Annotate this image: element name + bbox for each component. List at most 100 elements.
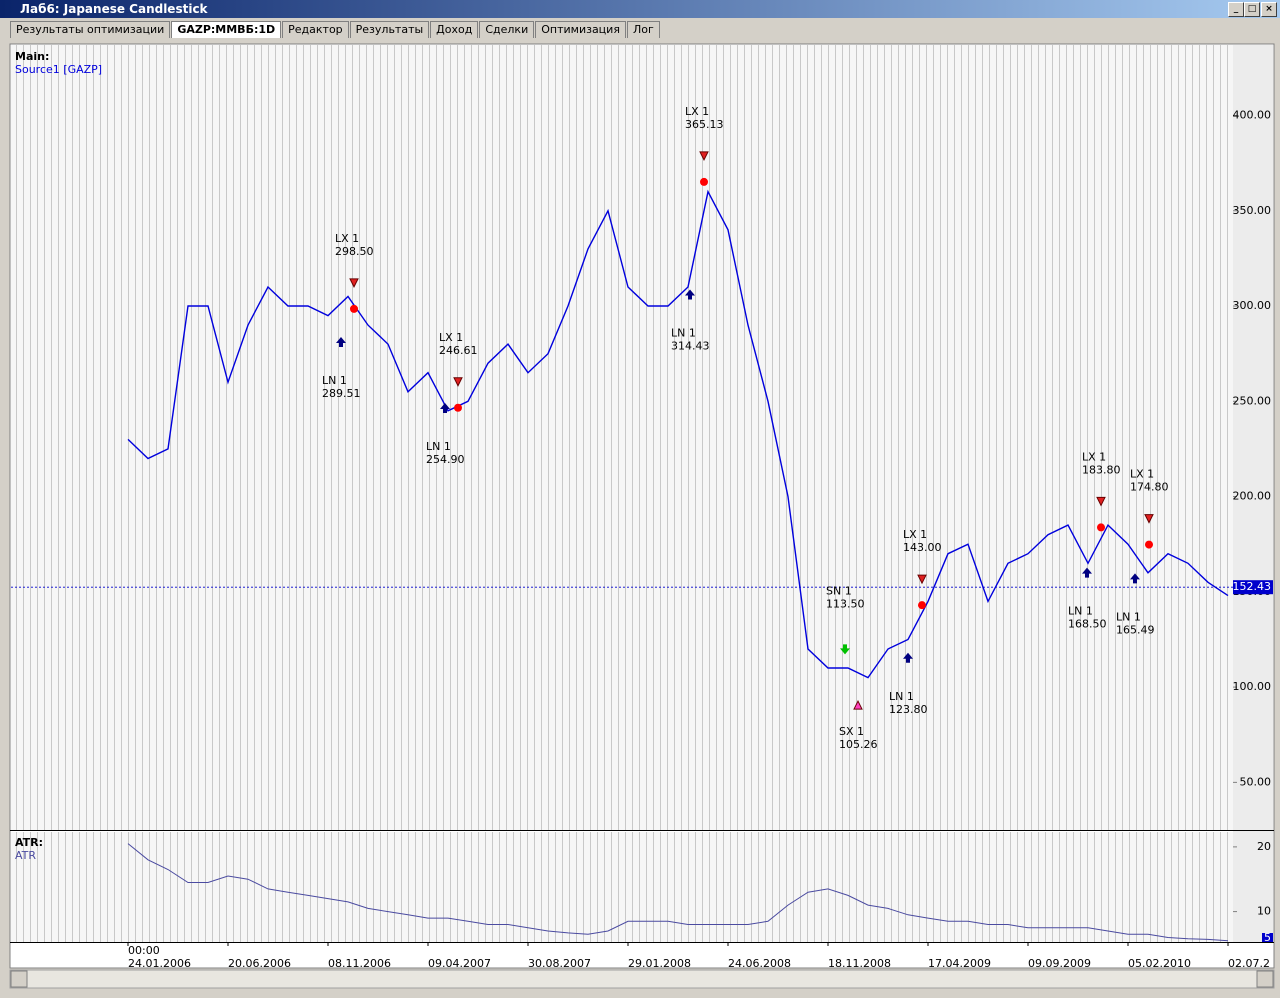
- x-tick-label: 17.04.2009: [928, 957, 991, 970]
- x-time-label: 00:00: [128, 944, 160, 957]
- atr-pane: [11, 832, 1233, 942]
- tab[interactable]: Результаты оптимизации: [10, 21, 171, 38]
- trade-price-label: 183.80: [1082, 463, 1121, 476]
- restore-button[interactable]: □: [1244, 2, 1260, 17]
- x-tick-label: 24.06.2008: [728, 957, 791, 970]
- scroll-right[interactable]: [1256, 970, 1274, 988]
- series-line: [127, 189, 1229, 679]
- y-tick-label: 200.00: [1233, 490, 1272, 503]
- exit-marker: [700, 177, 708, 186]
- entry-arrow: [1130, 573, 1140, 584]
- x-tick-label: 24.01.2006: [128, 957, 191, 970]
- trade-label: LN 1: [322, 374, 347, 387]
- trade-price-label: 289.51: [322, 387, 361, 400]
- exit-arrow: [453, 377, 463, 387]
- tab[interactable]: Доход: [430, 21, 479, 38]
- tab[interactable]: Оптимизация: [535, 21, 626, 38]
- y-tick-label: 350.00: [1233, 204, 1272, 217]
- legend-entry: ATR: [15, 849, 36, 862]
- trade-price-label: 113.50: [826, 597, 865, 610]
- y-tick-label: 20: [1257, 840, 1271, 853]
- pane-title: ATR:: [15, 836, 43, 849]
- legend-entry: Source1 [GAZP]: [15, 63, 102, 76]
- x-tick-label: 09.04.2007: [428, 957, 491, 970]
- series-line: [127, 843, 1229, 942]
- title-bar: Лаб6: Japanese Candlestick _ □ ×: [0, 0, 1280, 18]
- close-button[interactable]: ×: [1261, 2, 1277, 17]
- y-tick-label: 100.00: [1233, 680, 1272, 693]
- tab-bar: Результаты оптимизации GAZP:MMBБ:1D Реда…: [10, 21, 661, 38]
- y-tick-label: 300.00: [1233, 299, 1272, 312]
- trade-label: LX 1: [685, 105, 709, 118]
- y-tick-label: 250.00: [1233, 394, 1272, 407]
- y-tick-label: 400.00: [1233, 108, 1272, 121]
- exit-arrow: [699, 151, 709, 162]
- y-tick-label: 10: [1257, 905, 1271, 918]
- entry-arrow: [685, 289, 695, 300]
- trade-label: LX 1: [903, 528, 927, 541]
- tab[interactable]: Редактор: [282, 21, 349, 38]
- x-tick-label: 20.06.2006: [228, 957, 291, 970]
- window-title: Лаб6: Japanese Candlestick: [20, 2, 208, 16]
- entry-arrow: [840, 644, 850, 655]
- price-axis: [1233, 45, 1273, 942]
- exit-arrow: [349, 278, 359, 289]
- x-tick-label: 02.07.2: [1228, 957, 1270, 970]
- trade-label: SX 1: [839, 725, 864, 738]
- trade-label: LN 1: [1116, 610, 1141, 623]
- trade-price-label: 168.50: [1068, 618, 1107, 631]
- entry-arrow: [336, 337, 346, 348]
- trade-price-label: 105.26: [839, 738, 878, 751]
- exit-arrow: [917, 574, 927, 585]
- exit-arrow: [1096, 496, 1106, 507]
- trade-label: LN 1: [426, 440, 451, 453]
- pane-title: Main:: [15, 50, 49, 63]
- x-tick-label: 08.11.2006: [328, 957, 391, 970]
- trade-label: LX 1: [1082, 450, 1106, 463]
- last-value-label: 5: [1264, 931, 1271, 944]
- exit-marker: [454, 403, 462, 412]
- scroll-left[interactable]: [10, 970, 28, 988]
- tab[interactable]: Сделки: [479, 21, 535, 38]
- trade-price-label: 254.90: [426, 453, 465, 466]
- entry-arrow: [440, 402, 450, 413]
- last-value-box: [1233, 580, 1273, 595]
- trade-price-label: 365.13: [685, 118, 724, 131]
- x-tick-label: 09.09.2009: [1028, 957, 1091, 970]
- horizontal-scrollbar[interactable]: [9, 969, 1275, 989]
- trade-label: LN 1: [671, 327, 696, 340]
- trade-price-label: 246.61: [439, 344, 478, 357]
- trade-label: LN 1: [1068, 605, 1093, 618]
- tab[interactable]: Лог: [626, 21, 660, 38]
- last-value-box: [1262, 933, 1273, 942]
- exit-marker: [1097, 523, 1105, 532]
- x-tick-label: 29.01.2008: [628, 957, 691, 970]
- exit-arrow: [853, 699, 863, 710]
- entry-arrow: [903, 652, 913, 663]
- x-tick-label: 30.08.2007: [528, 957, 591, 970]
- last-value-label: 152.43: [1233, 580, 1272, 593]
- trade-price-label: 174.80: [1130, 481, 1169, 494]
- main-pane: [11, 45, 1233, 830]
- trade-price-label: 143.00: [903, 541, 942, 554]
- trade-label: SN 1: [826, 584, 852, 597]
- y-tick-label: 50.00: [1240, 775, 1272, 788]
- exit-marker: [918, 601, 926, 610]
- entry-arrow: [1082, 567, 1092, 578]
- trade-label: LX 1: [335, 232, 359, 245]
- trade-price-label: 298.50: [335, 245, 374, 258]
- minimize-button[interactable]: _: [1228, 2, 1244, 17]
- trade-label: LX 1: [1130, 468, 1154, 481]
- exit-arrow: [1144, 514, 1154, 524]
- tab[interactable]: Результаты: [349, 21, 430, 38]
- trade-label: LX 1: [439, 331, 463, 344]
- x-tick-label: 18.11.2008: [828, 957, 891, 970]
- exit-marker: [1145, 540, 1153, 549]
- trade-price-label: 314.43: [671, 340, 710, 353]
- exit-marker: [350, 304, 358, 313]
- x-tick-label: 05.02.2010: [1128, 957, 1191, 970]
- tab[interactable]: GAZP:MMBБ:1D: [171, 21, 282, 38]
- trade-price-label: 123.80: [889, 703, 928, 716]
